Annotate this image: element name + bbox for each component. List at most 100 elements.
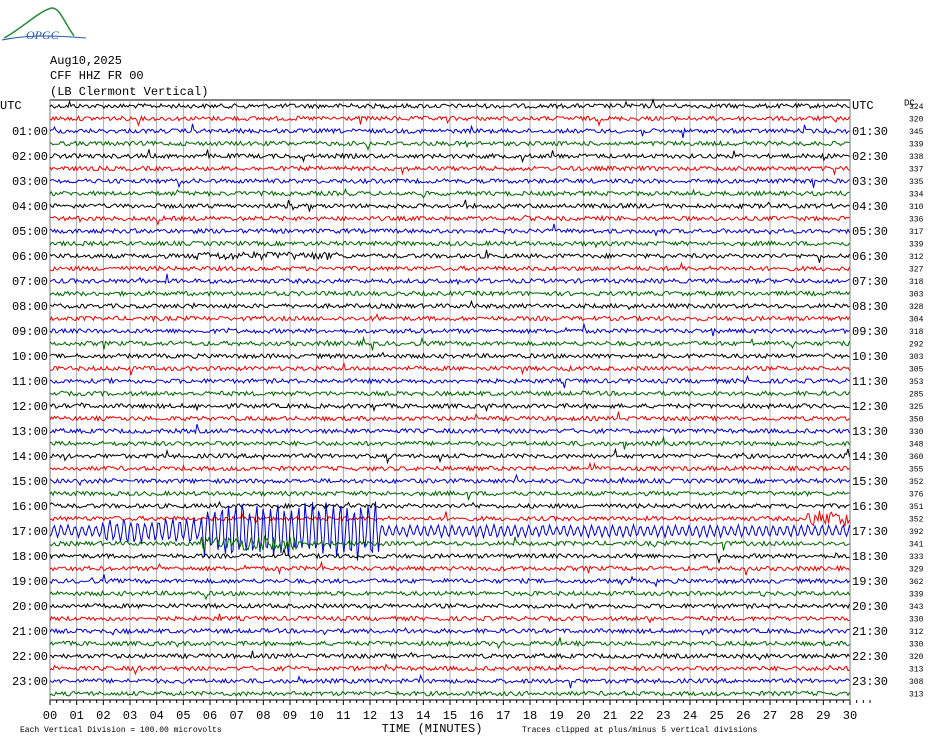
dc-value: 341 [909, 541, 924, 550]
minute-label: 00 [43, 709, 57, 723]
dc-value: 392 [909, 528, 924, 537]
dc-value: 334 [909, 191, 924, 200]
right-time-label: 08:30 [852, 300, 888, 314]
dc-value: 333 [909, 553, 924, 562]
right-time-label: 17:30 [852, 525, 888, 539]
dc-value: 320 [909, 116, 924, 125]
dc-value: 352 [909, 478, 924, 487]
right-time-label: 07:30 [852, 275, 888, 289]
right-time-label: 23:30 [852, 675, 888, 689]
dc-value: 376 [909, 491, 924, 500]
left-time-label: 16:00 [12, 500, 48, 514]
dc-value: 338 [909, 153, 924, 162]
minute-label: 20 [576, 709, 590, 723]
left-time-label: 19:00 [12, 575, 48, 589]
left-time-label: 21:00 [12, 625, 48, 639]
right-time-label: 16:30 [852, 500, 888, 514]
dc-value: 343 [909, 603, 924, 612]
logo-text: OPGC [26, 28, 60, 42]
dc-value: 310 [909, 203, 924, 212]
dc-value: 352 [909, 516, 924, 525]
dc-value: 355 [909, 466, 924, 475]
left-time-label: 09:00 [12, 325, 48, 339]
helicorder: OPGC Aug10,2025 CFF HHZ FR 00 (LB Clermo… [0, 0, 930, 744]
minute-label: 11 [336, 709, 350, 723]
left-time-label: UTC [0, 99, 22, 113]
left-time-label: 03:00 [12, 175, 48, 189]
scale-note: Each Vertical Division = 100.00 microvol… [20, 726, 222, 735]
dc-value: 337 [909, 166, 924, 175]
minute-label: 02 [96, 709, 110, 723]
left-time-label: 15:00 [12, 475, 48, 489]
minute-label: 19 [549, 709, 563, 723]
dc-value: 339 [909, 141, 924, 150]
minute-label: 21 [603, 709, 617, 723]
dc-value: 330 [909, 641, 924, 650]
minute-label: 25 [709, 709, 723, 723]
right-time-label: 19:30 [852, 575, 888, 589]
dc-value: 303 [909, 291, 924, 300]
dc-value: 351 [909, 503, 924, 512]
minute-label: 03 [123, 709, 137, 723]
minute-label: 07 [229, 709, 243, 723]
dc-value: 318 [909, 278, 924, 287]
left-time-label: 08:00 [12, 300, 48, 314]
dc-value: 345 [909, 128, 924, 137]
right-time-label: 06:30 [852, 250, 888, 264]
right-time-label: 04:30 [852, 200, 888, 214]
minute-label: 16 [469, 709, 483, 723]
right-time-label: 13:30 [852, 425, 888, 439]
minute-label: 27 [763, 709, 777, 723]
dc-value: 324 [909, 103, 924, 112]
dc-value: 317 [909, 228, 924, 237]
right-time-label: 10:30 [852, 350, 888, 364]
left-time-label: 05:00 [12, 225, 48, 239]
dc-value: 292 [909, 341, 924, 350]
dc-value: 330 [909, 428, 924, 437]
dc-value: 303 [909, 353, 924, 362]
left-time-label: 04:00 [12, 200, 48, 214]
dc-value: 325 [909, 403, 924, 412]
minute-label: 30 [843, 709, 857, 723]
right-time-label: 15:30 [852, 475, 888, 489]
minute-label: 09 [283, 709, 297, 723]
minute-label: 05 [176, 709, 190, 723]
right-time-label: 03:30 [852, 175, 888, 189]
left-time-label: 14:00 [12, 450, 48, 464]
left-time-label: 02:00 [12, 150, 48, 164]
left-time-label: 18:00 [12, 550, 48, 564]
dc-value: 339 [909, 241, 924, 250]
left-time-label: 20:00 [12, 600, 48, 614]
minute-label: 13 [389, 709, 403, 723]
minute-label: 04 [149, 709, 163, 723]
right-time-label: 20:30 [852, 600, 888, 614]
dc-value: 308 [909, 678, 924, 687]
dc-value: 313 [909, 666, 924, 675]
dc-value: 350 [909, 416, 924, 425]
dc-value: 320 [909, 653, 924, 662]
dc-value: 285 [909, 391, 924, 400]
helicorder-page: {"logo": "OPGC", "header": {"date": "Aug… [0, 0, 930, 744]
date: Aug10,2025 [50, 54, 122, 68]
right-time-label: 12:30 [852, 400, 888, 414]
dc-value: 336 [909, 216, 924, 225]
minute-label: 24 [683, 709, 697, 723]
minute-label: 18 [523, 709, 537, 723]
right-time-label: 05:30 [852, 225, 888, 239]
dc-value: 312 [909, 628, 924, 637]
right-time-label: 22:30 [852, 650, 888, 664]
minute-label: 10 [309, 709, 323, 723]
dc-value: 360 [909, 453, 924, 462]
dc-value: 318 [909, 328, 924, 337]
dc-value: 305 [909, 366, 924, 375]
dc-value: 329 [909, 566, 924, 575]
dc-value: 348 [909, 441, 924, 450]
right-time-label: 01:30 [852, 125, 888, 139]
left-time-label: 13:00 [12, 425, 48, 439]
dc-value: 339 [909, 591, 924, 600]
left-time-label: 06:00 [12, 250, 48, 264]
minute-label: 29 [816, 709, 830, 723]
left-time-label: 17:00 [12, 525, 48, 539]
minute-label: 17 [496, 709, 510, 723]
location: (LB Clermont Vertical) [50, 85, 208, 99]
